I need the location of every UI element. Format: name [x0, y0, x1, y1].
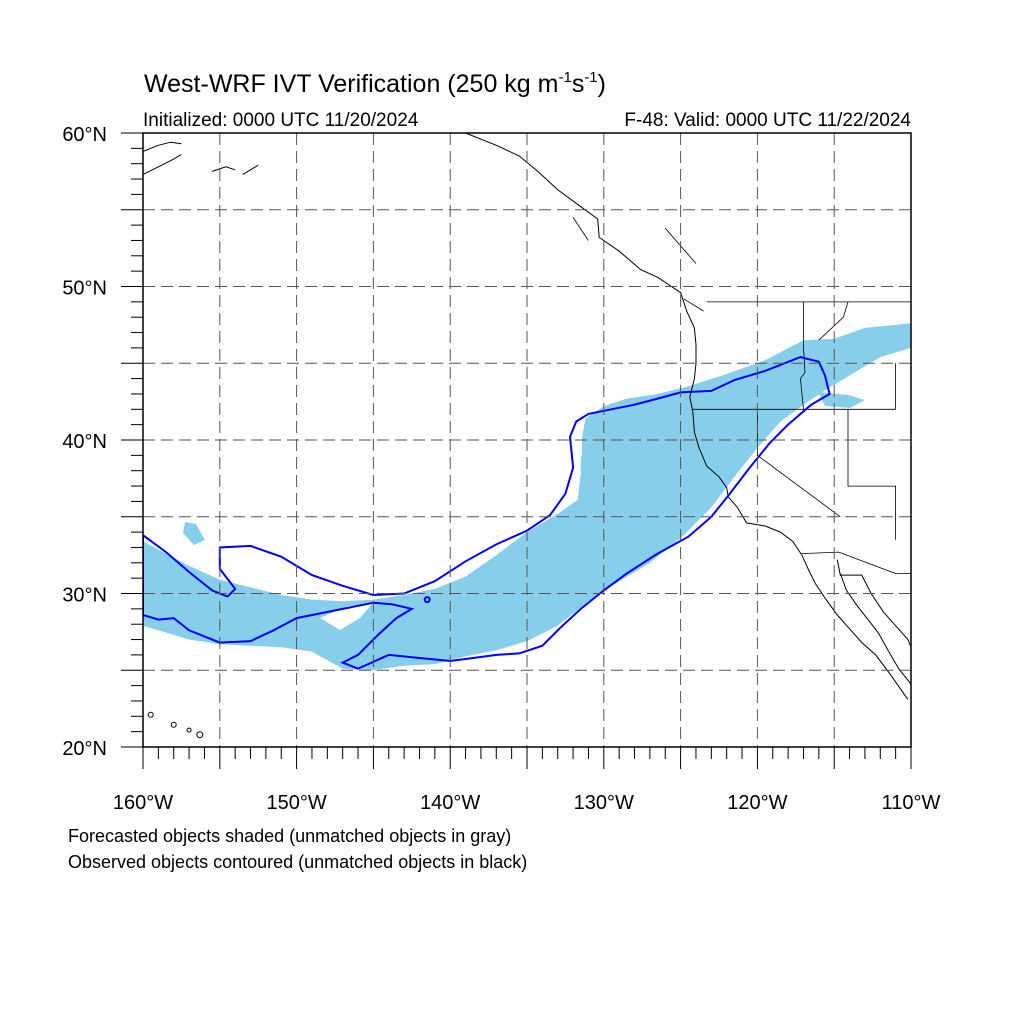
- alaska-coast-3: [242, 164, 259, 175]
- forecast-fragment-west: [183, 522, 205, 545]
- hawaii-island-2: [186, 727, 192, 733]
- coastline-0: [465, 133, 909, 700]
- lon-label: 150°W: [266, 792, 326, 814]
- coastline-1: [836, 559, 911, 648]
- border-8: [683, 298, 704, 312]
- grid-lines: [143, 133, 911, 747]
- lon-label: 110°W: [882, 792, 941, 814]
- hawaii-island-0: [207, 748, 217, 758]
- forecast-hole-west: [205, 560, 275, 590]
- valid-time: F-48: Valid: 0000 UTC 11/22/2024: [624, 110, 911, 131]
- forecast-hole-mid: [320, 604, 372, 630]
- forecast-hole-north: [558, 428, 582, 468]
- lon-label: 130°W: [574, 792, 634, 814]
- initialized-time: Initialized: 0000 UTC 11/20/2024: [143, 110, 419, 131]
- hawaii-island-3: [170, 721, 177, 728]
- lat-label: 20°N: [62, 738, 107, 760]
- forecast-note: Forecasted objects shaded (unmatched obj…: [68, 826, 512, 846]
- alaska-coast-2: [211, 166, 236, 172]
- lon-label: 140°W: [420, 792, 480, 814]
- forecast-object-main-ivt-object: [143, 323, 911, 671]
- border-3: [801, 551, 911, 574]
- border-9: [572, 217, 589, 241]
- lon-label: 160°W: [113, 792, 173, 814]
- border-7: [847, 409, 896, 540]
- hawaii-island-4: [147, 711, 154, 718]
- border-4: [799, 301, 806, 410]
- observed-note: Observed objects contoured (unmatched ob…: [68, 852, 528, 872]
- hawaii-island-1: [196, 731, 204, 739]
- lon-label: 120°W: [727, 792, 787, 814]
- lat-label: 30°N: [62, 585, 107, 607]
- lat-label: 60°N: [62, 124, 107, 146]
- observed-small-contour: [423, 596, 431, 604]
- map-frame: [121, 132, 912, 769]
- border-5: [818, 301, 849, 341]
- coastline-2: [839, 573, 911, 685]
- lat-label: 40°N: [62, 431, 107, 453]
- forecast-objects-layer: [143, 323, 911, 671]
- forecast-fragment-east: [818, 392, 865, 408]
- alaska-coast-1: [143, 141, 182, 152]
- lat-label: 50°N: [62, 278, 107, 300]
- figure-title: West-WRF IVT Verification (250 kg m-1s-1…: [144, 69, 606, 98]
- axis-labels: 160°W 150°W 140°W 130°W 120°W 110°W 60°N 50°N 40…: [62, 124, 940, 814]
- alaska-coast-0: [143, 154, 182, 175]
